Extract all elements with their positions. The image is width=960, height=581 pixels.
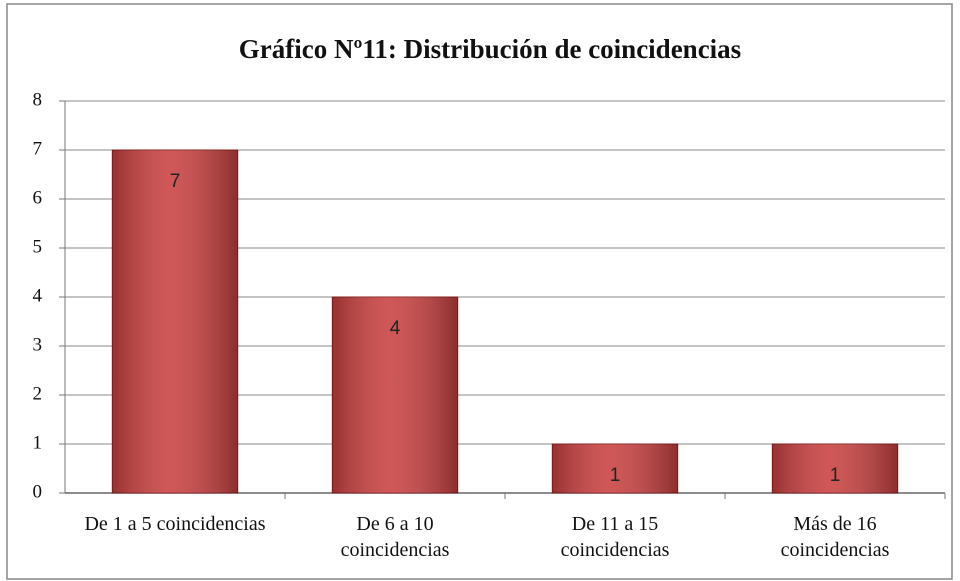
bar-group [111, 149, 239, 494]
y-tick-label: 5 [33, 236, 43, 257]
y-tick-label: 7 [33, 138, 43, 159]
y-tick-label: 3 [33, 334, 43, 355]
y-tick-label: 8 [33, 89, 43, 110]
bar-group [551, 443, 679, 494]
y-tick-label: 6 [33, 187, 43, 208]
x-tick-label: De 1 a 5 coincidencias [84, 513, 266, 535]
y-tick-label: 1 [33, 432, 43, 453]
x-tick-label: De 11 a 15 coincidencias [560, 513, 670, 561]
x-tick-label: De 6 a 10 coincidencias [340, 513, 450, 561]
y-tick-label: 2 [33, 383, 43, 404]
y-tick-label: 4 [33, 285, 43, 306]
bar-shade [772, 444, 898, 493]
data-label: 7 [170, 171, 181, 192]
x-tick-label: Más de 16 coincidencias [780, 513, 890, 561]
bar-group [331, 296, 459, 494]
data-label: 4 [390, 318, 401, 339]
bar-shade [112, 150, 238, 493]
y-tick-label: 0 [33, 481, 43, 502]
bar-group [771, 443, 899, 494]
data-label: 1 [830, 465, 841, 486]
data-label: 1 [610, 465, 621, 486]
bar-shade [552, 444, 678, 493]
chart-title: Gráfico Nº11: Distribución de coincidenc… [239, 34, 741, 64]
bar-shade [332, 297, 458, 493]
